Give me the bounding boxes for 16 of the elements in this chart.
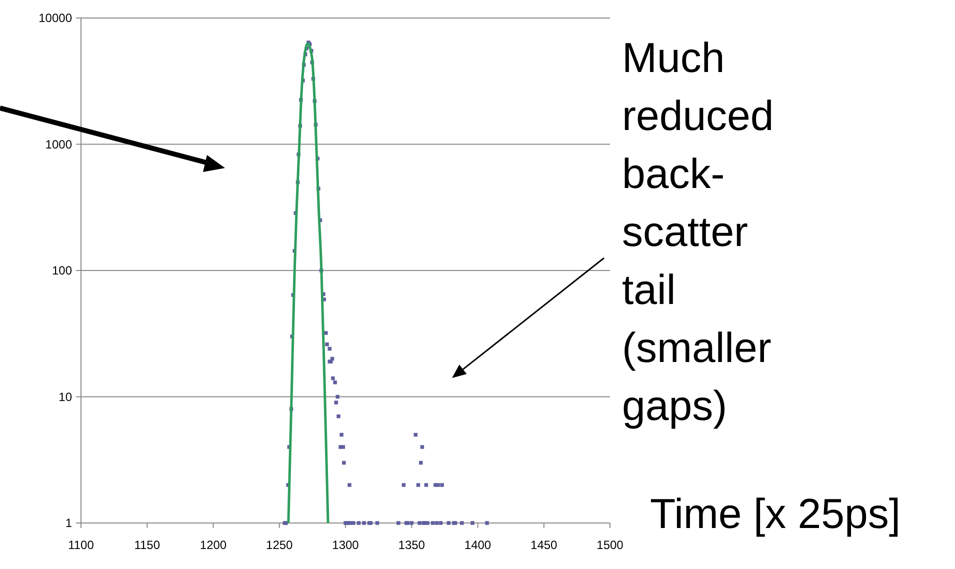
x-tick-label: 1450 (530, 538, 558, 552)
x-tick-label: 1250 (266, 538, 294, 552)
x-tick-label: 1400 (464, 538, 492, 552)
y-tick-label: 100 (52, 264, 72, 278)
x-tick-label: 1300 (332, 538, 360, 552)
x-tick-label: 1150 (134, 538, 160, 552)
text: Much reduced back-scatter tail (smaller gaps) (622, 34, 774, 429)
y-tick-label: 1000 (45, 137, 72, 152)
y-tick-label: 1 (65, 516, 72, 530)
y-tick-label: 10000 (38, 11, 72, 26)
x-tick-label: 1350 (398, 538, 426, 552)
y-tick-label: 10 (58, 390, 72, 404)
x-tick-label: 1200 (200, 538, 227, 552)
x-tick-label: 1500 (596, 538, 624, 552)
x-axis-title: Time [x 25ps] (650, 490, 901, 537)
x-tick-label: 1100 (68, 538, 94, 552)
